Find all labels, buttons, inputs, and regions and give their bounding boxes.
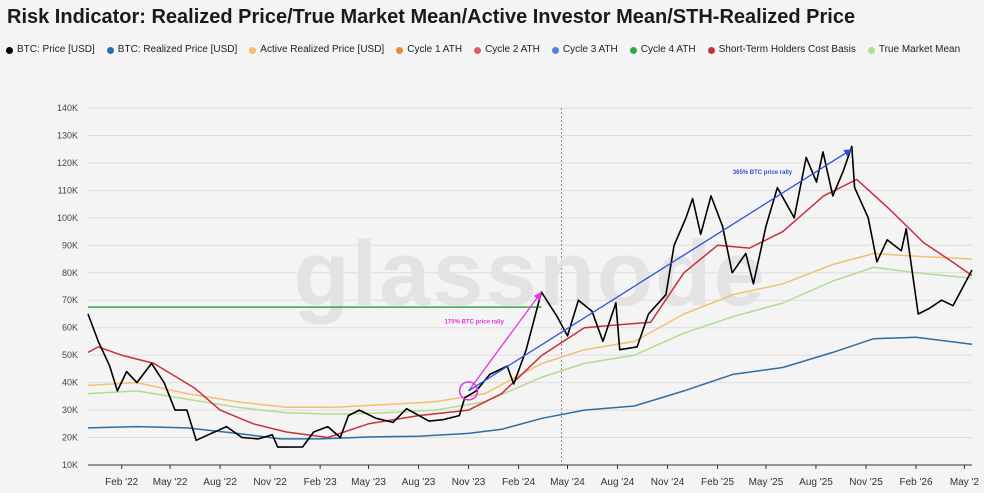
y-tick-label: 130K: [57, 130, 78, 140]
highlight-circle: [458, 381, 479, 401]
legend-item-true-market-mean[interactable]: True Market Mean: [867, 42, 961, 58]
legend-item-cycle-4-ath[interactable]: Cycle 4 ATH: [629, 42, 696, 58]
x-tick-label: Feb '25: [701, 477, 734, 488]
legend-item-cycle-2-ath[interactable]: Cycle 2 ATH: [474, 42, 540, 58]
y-tick-label: 120K: [57, 158, 78, 168]
legend-swatch: [707, 46, 715, 54]
y-tick-label: 80K: [62, 268, 78, 278]
legend-item-cycle-3-ath[interactable]: Cycle 3 ATH: [551, 42, 618, 58]
annotation-arrow: [468, 148, 853, 392]
x-tick-label: May '24: [550, 477, 585, 488]
series-line-btc-price-usd: [87, 145, 973, 448]
legend-swatch: [867, 46, 875, 54]
x-tick-label: Nov '22: [253, 477, 287, 488]
legend-item-btc-price-usd[interactable]: BTC: Price [USD]: [6, 42, 95, 58]
legend-swatch: [396, 46, 404, 54]
legend-label: Cycle 3 ATH: [562, 44, 618, 55]
legend-label: Active Realized Price [USD]: [260, 44, 385, 55]
y-tick-label: 50K: [62, 350, 78, 360]
x-tick-label: Nov '23: [452, 477, 486, 488]
series-line-true-market-mean: [87, 266, 973, 415]
axes: 10K 20K 30K 40K 50K 60K 70K 80K 90K 100K 110K 120K 1…: [57, 103, 979, 488]
legend-item-cycle-1-ath[interactable]: Cycle 1 ATH: [396, 42, 462, 58]
x-tick-label: Nov '25: [849, 477, 883, 488]
x-tick-label: Feb '23: [304, 477, 337, 488]
x-tick-label: May '23: [351, 477, 386, 488]
legend-label: BTC: Price [USD]: [17, 44, 95, 55]
x-tick-label: Aug '24: [601, 477, 635, 488]
x-tick-label: May '25: [749, 477, 784, 488]
y-tick-label: 70K: [62, 295, 78, 305]
x-tick-label: Feb '26: [899, 477, 932, 488]
x-tick-label: May '22: [153, 477, 188, 488]
legend-label: Cycle 2 ATH: [485, 44, 540, 55]
y-tick-label: 140K: [57, 103, 78, 113]
annotation-label: 170% BTC price rally: [445, 320, 505, 326]
legend-swatch: [551, 46, 559, 54]
series-line-btc-realized-price-usd: [87, 336, 973, 440]
legend-swatch: [629, 46, 637, 54]
annotation-label: 365% BTC price rally: [733, 170, 793, 176]
legend-label: Cycle 1 ATH: [407, 44, 463, 55]
series-lines: [87, 145, 973, 448]
y-tick-label: 20K: [62, 433, 78, 443]
y-tick-label: 10K: [62, 460, 78, 470]
legend-swatch: [106, 46, 114, 54]
x-tick-label: Aug '23: [402, 477, 436, 488]
x-tick-label: Feb '22: [105, 477, 138, 488]
y-tick-label: 40K: [62, 378, 78, 388]
legend-label: Short-Term Holders Cost Basis: [718, 44, 856, 55]
series-line-active-realized-price-usd: [87, 252, 973, 409]
chart-title: Risk Indicator: Realized Price/True Mark…: [7, 6, 856, 28]
y-tick-label: 90K: [62, 240, 78, 250]
y-tick-label: 30K: [62, 405, 78, 415]
x-tick-label: Aug '22: [203, 477, 237, 488]
legend-item-short-term-holders-cost-basis[interactable]: Short-Term Holders Cost Basis: [707, 42, 856, 58]
legend: BTC: Price [USD] BTC: Realized Price [USD…: [6, 42, 976, 60]
x-tick-label: May '2: [950, 477, 980, 488]
legend-swatch: [249, 46, 257, 54]
annotations: 170% BTC price rally 365% BTC price rally: [445, 148, 853, 401]
legend-item-active-realized-price-usd[interactable]: Active Realized Price [USD]: [249, 42, 384, 58]
legend-swatch: [474, 46, 482, 54]
x-tick-label: Aug '25: [799, 477, 833, 488]
x-tick-label: Nov '24: [651, 477, 685, 488]
y-tick-label: 110K: [58, 185, 78, 195]
series-line-short-term-holders-cost-basis: [87, 178, 973, 439]
legend-label: Cycle 4 ATH: [640, 44, 696, 55]
legend-label: BTC: Realized Price [USD]: [117, 44, 238, 55]
y-tick-label: 60K: [62, 323, 78, 333]
legend-item-btc-realized-price-usd[interactable]: BTC: Realized Price [USD]: [106, 42, 238, 58]
legend-swatch: [6, 46, 13, 54]
annotation-arrow: [468, 291, 542, 392]
x-tick-label: Feb '24: [502, 477, 535, 488]
y-tick-label: 100K: [57, 213, 78, 223]
legend-label: True Market Mean: [878, 44, 961, 55]
